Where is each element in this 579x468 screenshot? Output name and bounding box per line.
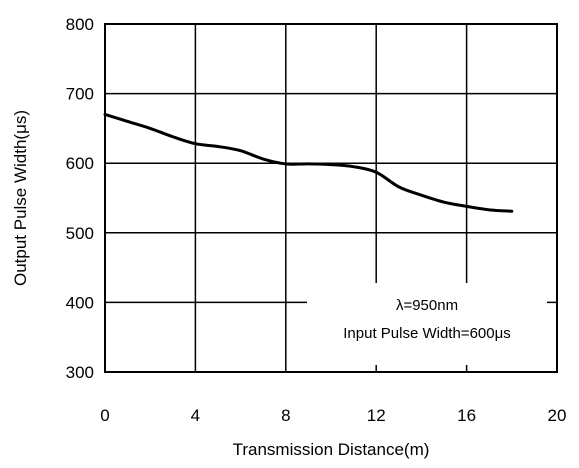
data-series — [103, 112, 514, 213]
series-line — [103, 112, 514, 213]
plot-frame — [104, 23, 558, 373]
annotation-background — [307, 283, 547, 365]
annotation-box: λ=950nm Input Pulse Width=600μs — [307, 283, 547, 365]
x-tick-label: 12 — [367, 406, 386, 425]
y-tick-label: 800 — [66, 15, 94, 34]
y-tick-label: 500 — [66, 224, 94, 243]
y-tick-labels: 300 400 500 600 700 800 — [66, 15, 94, 382]
y-axis-title: Output Pulse Width(μs) — [11, 110, 30, 286]
x-tick-label: 8 — [281, 406, 290, 425]
y-tick-label: 700 — [66, 85, 94, 104]
annotation-wavelength: λ=950nm — [396, 297, 458, 314]
x-axis-title: Transmission Distance(m) — [233, 440, 430, 459]
y-tick-label: 300 — [66, 363, 94, 382]
y-tick-label: 400 — [66, 293, 94, 312]
x-tick-label: 20 — [548, 406, 567, 425]
annotation-input-pulse-width: Input Pulse Width=600μs — [343, 325, 511, 342]
x-tick-labels: 0 4 8 12 16 20 — [100, 406, 566, 425]
y-tick-label: 600 — [66, 154, 94, 173]
x-tick-label: 4 — [191, 406, 200, 425]
x-tick-label: 16 — [457, 406, 476, 425]
x-tick-label: 0 — [100, 406, 109, 425]
